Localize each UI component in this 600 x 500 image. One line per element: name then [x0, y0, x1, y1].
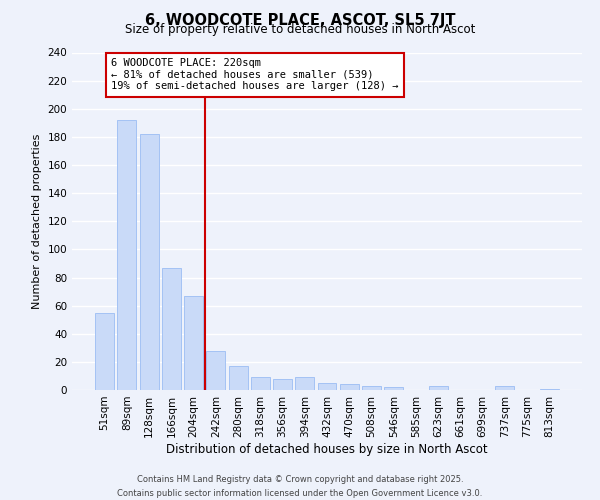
Bar [496, 386, 514, 390]
Bar [251, 378, 270, 390]
Bar [118, 120, 136, 390]
Bar [273, 379, 292, 390]
Bar [140, 134, 158, 390]
Bar [184, 296, 203, 390]
Text: 6 WOODCOTE PLACE: 220sqm
← 81% of detached houses are smaller (539)
19% of semi-: 6 WOODCOTE PLACE: 220sqm ← 81% of detach… [112, 58, 399, 92]
Bar [429, 386, 448, 390]
Bar [384, 387, 403, 390]
Bar [540, 388, 559, 390]
Bar [295, 378, 314, 390]
Bar [317, 383, 337, 390]
Bar [95, 312, 114, 390]
Text: 6, WOODCOTE PLACE, ASCOT, SL5 7JT: 6, WOODCOTE PLACE, ASCOT, SL5 7JT [145, 12, 455, 28]
Bar [229, 366, 248, 390]
Bar [362, 386, 381, 390]
Text: Contains HM Land Registry data © Crown copyright and database right 2025.
Contai: Contains HM Land Registry data © Crown c… [118, 476, 482, 498]
Bar [206, 350, 225, 390]
Text: Size of property relative to detached houses in North Ascot: Size of property relative to detached ho… [125, 22, 475, 36]
X-axis label: Distribution of detached houses by size in North Ascot: Distribution of detached houses by size … [166, 442, 488, 456]
Bar [162, 268, 181, 390]
Bar [340, 384, 359, 390]
Y-axis label: Number of detached properties: Number of detached properties [32, 134, 42, 309]
